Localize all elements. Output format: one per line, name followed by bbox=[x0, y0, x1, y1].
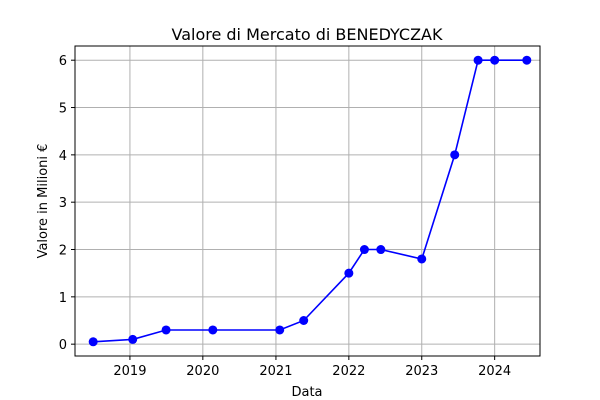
data-point bbox=[450, 150, 460, 160]
series-layer bbox=[88, 55, 532, 347]
x-tick-label: 2019 bbox=[113, 364, 146, 379]
x-tick-label: 2020 bbox=[186, 364, 219, 379]
grid-layer bbox=[75, 46, 540, 356]
y-axis-label: Valore in Milioni € bbox=[36, 144, 51, 259]
y-tick-label: 2 bbox=[59, 244, 67, 259]
data-point bbox=[128, 334, 138, 344]
data-point bbox=[376, 245, 386, 255]
y-tick-label: 6 bbox=[59, 54, 67, 69]
x-tick-label: 2023 bbox=[405, 364, 438, 379]
data-point bbox=[344, 268, 354, 278]
chart-title: Valore di Mercato di BENEDYCZAK bbox=[172, 25, 443, 44]
series-line bbox=[93, 59, 527, 343]
data-point bbox=[417, 254, 427, 264]
data-point bbox=[208, 325, 218, 335]
y-tick-label: 0 bbox=[59, 338, 67, 353]
y-tick-label: 4 bbox=[59, 149, 67, 164]
x-tick-label: 2022 bbox=[332, 364, 365, 379]
data-point bbox=[359, 245, 369, 255]
data-point bbox=[161, 325, 171, 335]
x-tick-label: 2024 bbox=[478, 364, 511, 379]
data-point bbox=[275, 325, 285, 335]
x-axis-label: Data bbox=[291, 385, 322, 400]
tick-layer: 2019 2020 2021 2022 2023 2024 0 1 2 3 4 5 6 bbox=[59, 54, 511, 379]
y-tick-label: 5 bbox=[59, 102, 67, 117]
data-point bbox=[299, 316, 309, 326]
data-point bbox=[490, 55, 500, 65]
y-tick-label: 1 bbox=[59, 291, 67, 306]
y-tick-label: 3 bbox=[59, 196, 67, 211]
x-tick-label: 2021 bbox=[259, 364, 292, 379]
data-point bbox=[473, 55, 483, 65]
data-point bbox=[88, 337, 98, 347]
data-point bbox=[522, 55, 532, 65]
plot-frame bbox=[74, 45, 541, 357]
